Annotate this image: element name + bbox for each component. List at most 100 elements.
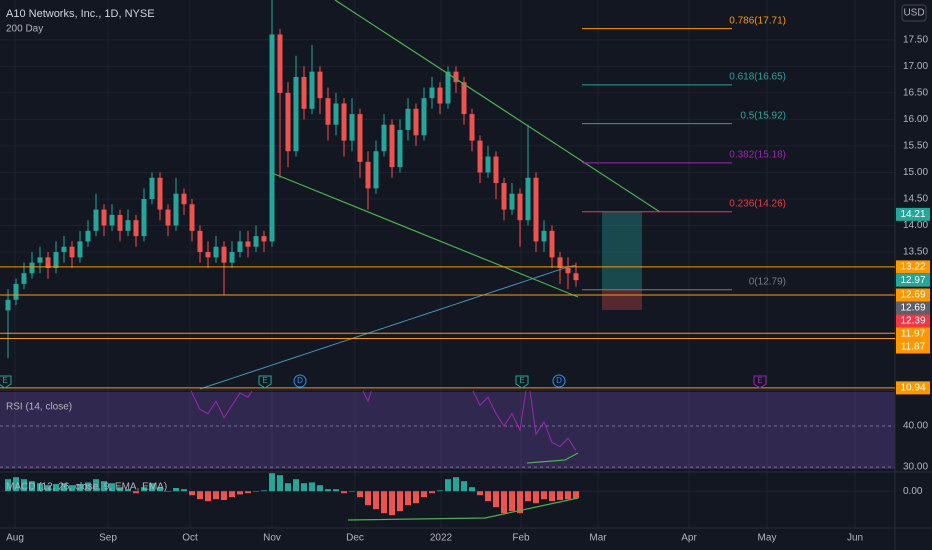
macd-bar [269,473,275,492]
candle-body [149,177,155,199]
price-tag-label: 11.87 [901,342,926,353]
candle-body [453,71,459,83]
candle-body [61,246,67,253]
currency-box[interactable] [901,4,927,22]
fib-label: 0.236(14.26) [729,198,786,209]
event-label: E [2,376,7,385]
rsi-title: RSI (14, close) [6,402,72,413]
event-marker [0,375,12,389]
price-tag-label: 12.69 [900,303,925,314]
x-tick-label: Oct [182,533,198,544]
macd-bar [229,491,235,498]
y-tick-label: 17.50 [903,34,928,45]
candle-body [141,198,147,237]
macd-bar [245,491,251,494]
macd-bar [101,481,107,492]
event-label: D [297,376,303,385]
x-tick-label: Jun [847,533,863,544]
macd-bar [453,477,459,492]
x-tick-label: May [758,533,777,544]
candle-body [365,161,371,189]
candle-body [541,230,547,242]
macd-bar [573,491,579,499]
macd-bar [181,489,187,492]
candle-body [221,246,227,263]
currency[interactable]: USD [903,8,924,19]
candle-body [269,34,275,242]
macd-bar [117,487,123,492]
candle-body [77,241,83,258]
y-tick-label: 16.50 [903,87,928,98]
macd-bar [557,491,563,500]
fib-label: 0.618(16.65) [729,72,786,83]
event-label: E [519,376,524,385]
candle-body [325,98,331,125]
candle-body [93,209,99,231]
candle-body [413,108,419,136]
candle-body [229,252,235,263]
macd-bar [501,491,507,514]
candle-body [525,177,531,221]
candle-body [557,257,563,268]
macd-bar [69,485,75,492]
event-label: E [757,376,762,385]
candle-body [237,241,243,253]
candle-body [37,257,43,263]
candle-body [205,252,211,258]
macd-bar [157,487,163,492]
macd-bar [141,487,147,492]
candle-body [189,204,195,231]
candle-body [477,140,483,173]
price-tag-label: 12.97 [900,275,925,286]
y-tick-label: 13.50 [903,247,928,258]
candle-body [173,193,179,226]
overlay-label: 200 Day [6,24,43,35]
macd-divergence [347,497,579,521]
y-tick-label: 14.00 [903,220,928,231]
macd-bar [317,485,323,492]
macd-bar [165,491,171,492]
macd-bar [173,488,179,492]
candle-body [165,209,171,226]
macd-bar [565,491,571,500]
macd-bar [85,482,91,492]
candle-body [517,193,523,221]
macd-bar [37,483,43,492]
price-tag [896,314,930,328]
rsi-tick-label: 40.00 [903,421,928,432]
x-tick-label: Apr [681,533,697,544]
macd-bar [205,491,211,502]
candle-body [181,193,187,205]
trend-line [334,0,661,213]
event-marker [515,375,529,389]
candle-body [333,103,339,125]
macd-bar [53,484,59,492]
candle-body [389,124,395,168]
event-marker [258,375,272,389]
macd-bar [237,491,243,495]
candle-body [501,183,507,210]
candle-body [469,114,475,141]
candle-body [397,130,403,168]
candle-body [357,114,363,162]
rsi-line [190,391,577,451]
candle-body [493,156,499,184]
x-tick-label: Sep [99,533,117,544]
candle-body [109,214,115,226]
price-tag-label: 13.22 [900,262,925,273]
price-tag-label: 14.21 [900,209,925,220]
candle-body [117,214,123,231]
macd-bar [445,479,451,492]
price-tag-label: 12.39 [900,316,925,327]
candle-body [85,230,91,242]
price-tag-label: 12.69 [900,290,925,301]
candle-body [349,114,355,141]
macd-bar [253,491,259,492]
candle-body [445,71,451,104]
macd-bar [125,489,131,492]
macd-bar [301,483,307,492]
candle-body [533,177,539,242]
symbol-title: A10 Networks, Inc., 1D, NYSE [6,8,155,20]
macd-tick-label: 0.00 [903,486,923,497]
